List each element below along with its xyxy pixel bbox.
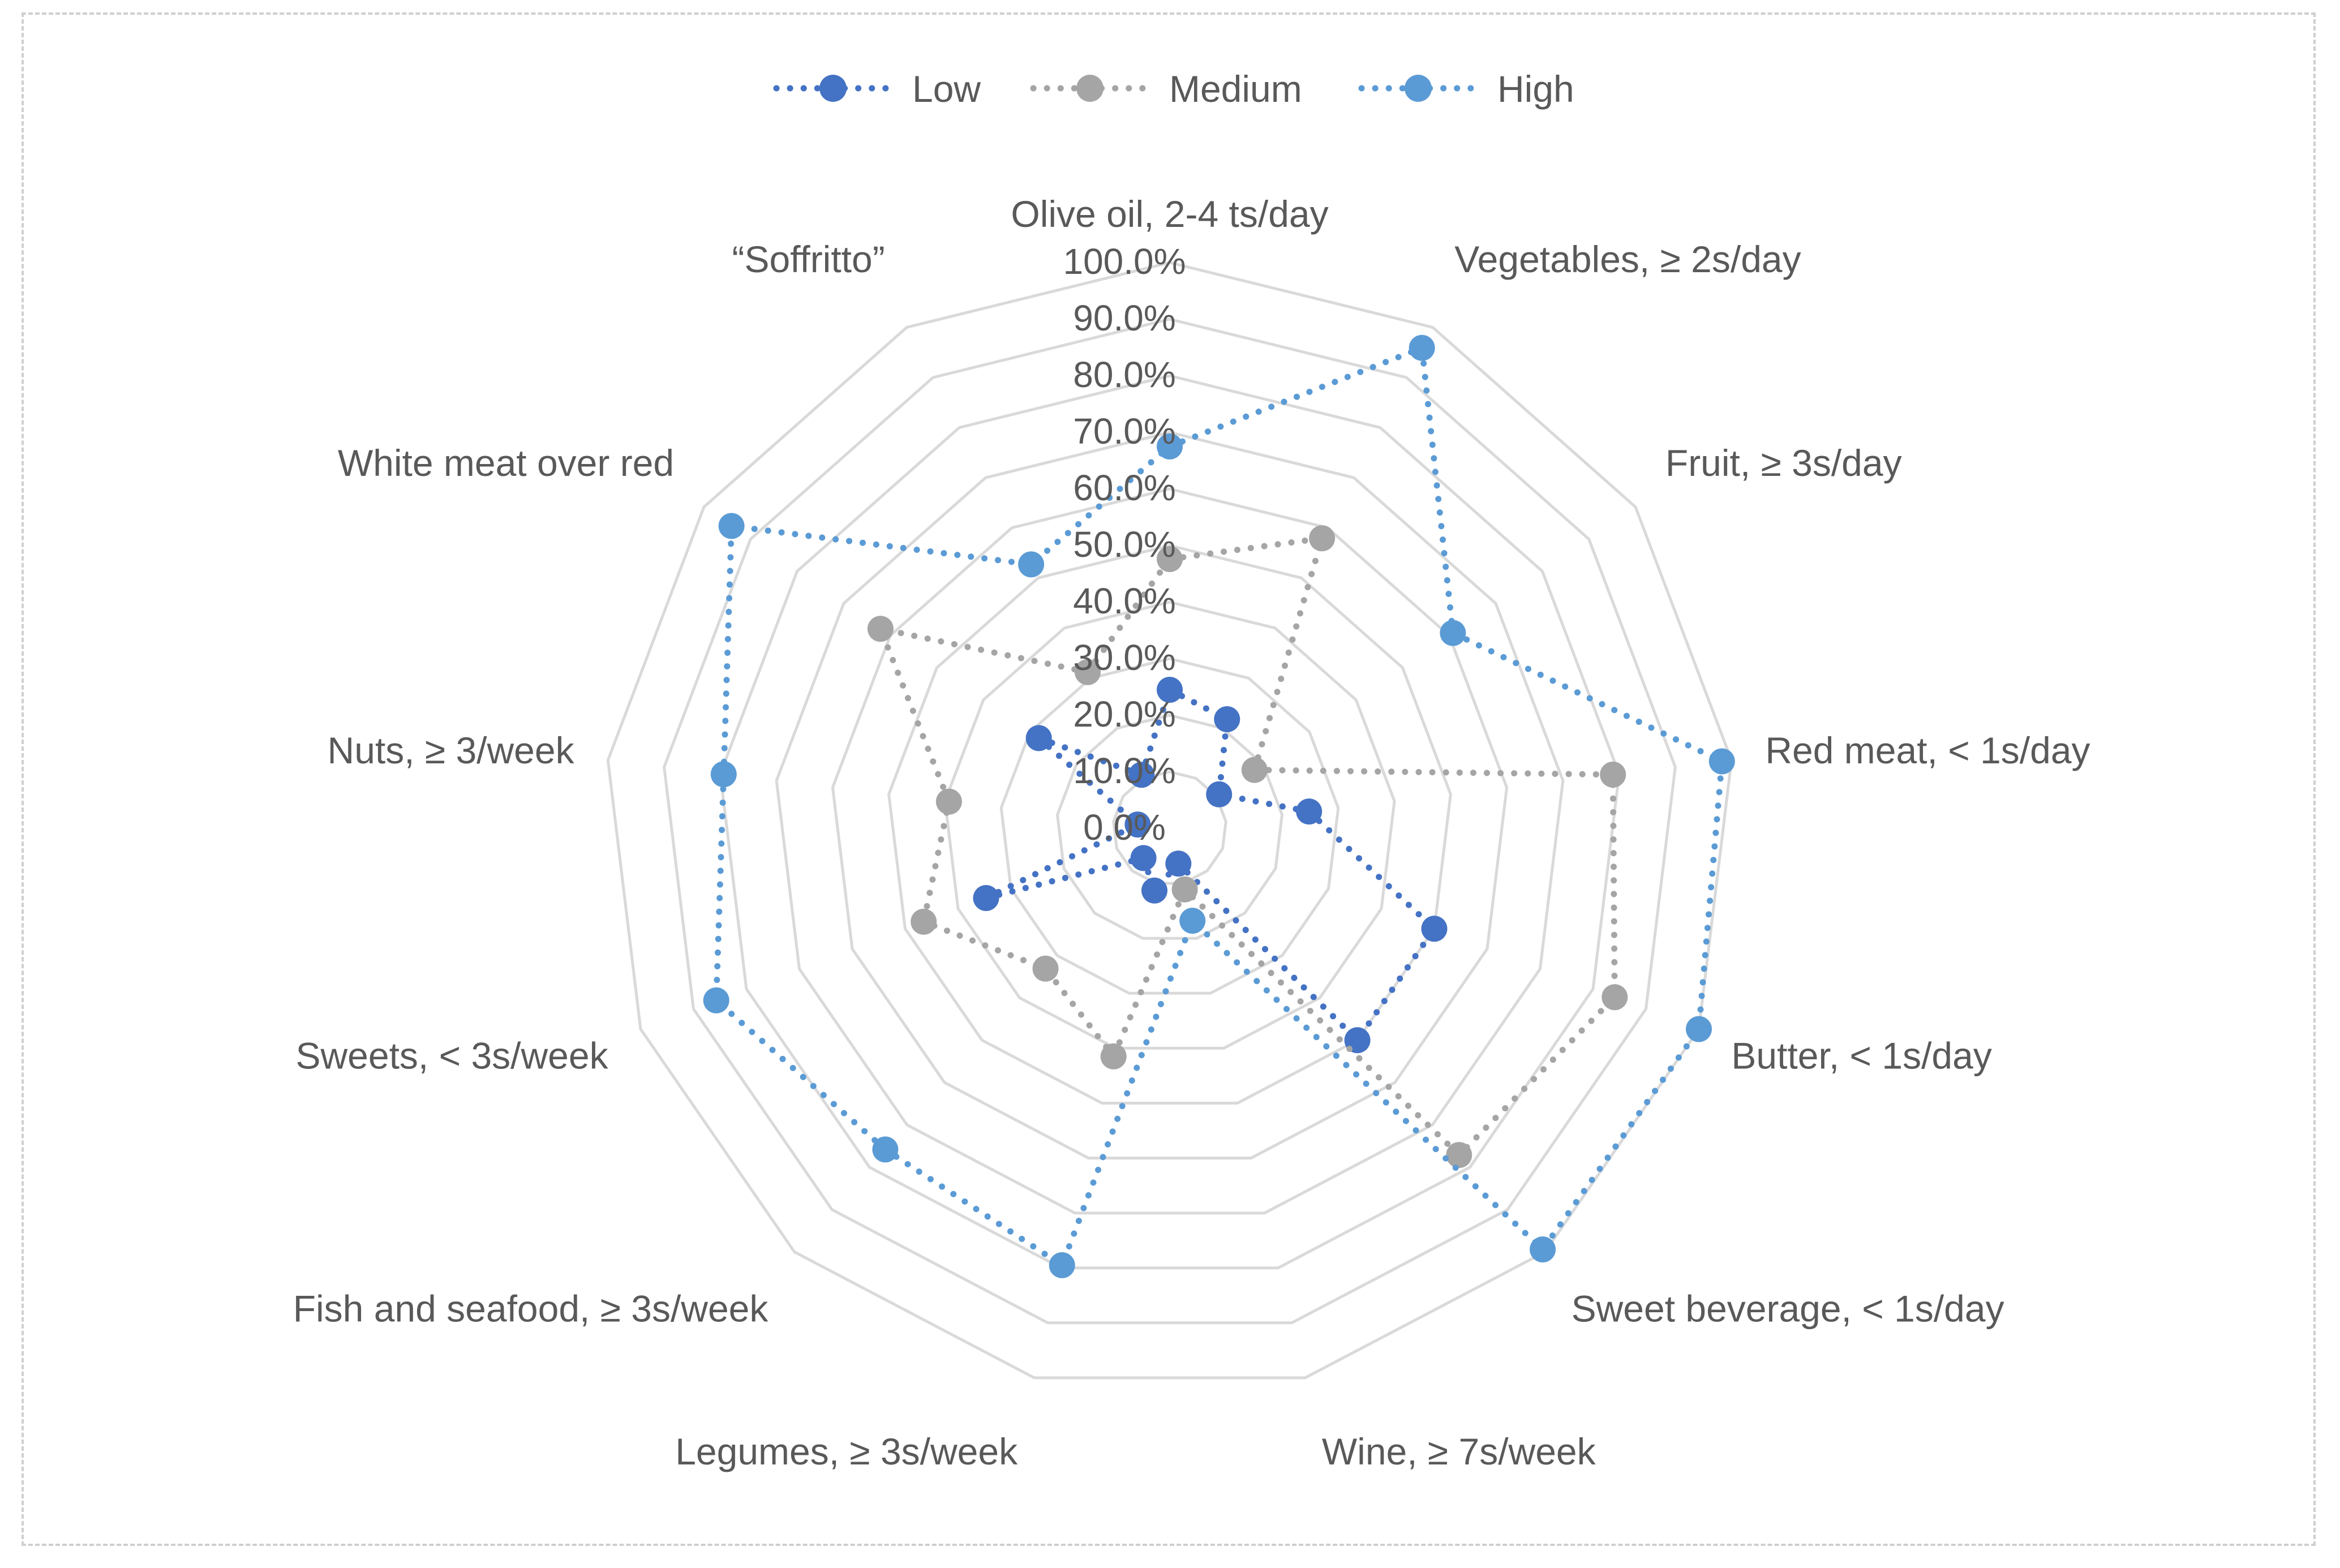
tick-label: 90.0% — [1073, 298, 1175, 338]
data-point-high-0[interactable] — [1157, 433, 1183, 459]
data-point-medium-5[interactable] — [1446, 1142, 1472, 1169]
series-line-medium — [875, 534, 1618, 1159]
axis-label-2: Fruit, ≥ 3s/day — [1665, 442, 1902, 484]
data-point-high-10[interactable] — [710, 761, 737, 788]
data-point-medium-3[interactable] — [1600, 761, 1626, 788]
axis-label-7: Legumes, ≥ 3s/week — [675, 1430, 1018, 1472]
data-point-low-9[interactable] — [973, 885, 999, 911]
axis-label-8: Fish and seafood, ≥ 3s/week — [293, 1288, 769, 1330]
data-point-low-4[interactable] — [1421, 916, 1448, 942]
axis-label-0: Olive oil, 2-4 ts/day — [1011, 193, 1328, 235]
grid-ring-3 — [999, 657, 1340, 995]
tick-label: 30.0% — [1073, 637, 1175, 678]
data-point-medium-4[interactable] — [1601, 984, 1628, 1011]
grid-ring-8 — [719, 374, 1621, 1270]
legend-item-low[interactable]: Low — [773, 68, 981, 110]
data-point-medium-0[interactable] — [1157, 546, 1183, 572]
radar-grid — [606, 261, 1733, 1380]
legend-item-high[interactable]: High — [1358, 68, 1574, 110]
series-line-high — [713, 343, 1725, 1270]
radial-tick-labels: 0.0% 10.0% 20.0% 30.0% 40.0% 50.0% 60.0% 70.0% 8… — [1063, 241, 1186, 848]
data-point-medium-11[interactable] — [867, 616, 894, 642]
series-high — [703, 334, 1735, 1278]
grid-ring-6 — [831, 487, 1509, 1160]
axis-label-1: Vegetables, ≥ 2s/day — [1454, 238, 1801, 280]
data-point-medium-10[interactable] — [935, 788, 962, 815]
axis-label-6: Wine, ≥ 7s/week — [1322, 1430, 1596, 1472]
legend-item-medium[interactable]: Medium — [1030, 68, 1302, 110]
grid-ring-10 — [606, 261, 1733, 1380]
data-point-medium-12[interactable] — [1075, 659, 1101, 685]
data-point-low-6[interactable] — [1165, 850, 1192, 877]
axis-label-3: Red meat, < 1s/day — [1765, 729, 2090, 771]
chart-frame — [22, 12, 2316, 1546]
axis-label-5: Sweet beverage, < 1s/day — [1572, 1288, 2004, 1330]
data-point-medium-7[interactable] — [1100, 1043, 1127, 1069]
data-point-low-2[interactable] — [1206, 781, 1233, 807]
grid-ring-4 — [943, 600, 1396, 1050]
axis-label-12: “Soffritto” — [732, 238, 885, 280]
data-point-high-6[interactable] — [1179, 908, 1206, 934]
tick-label: 40.0% — [1073, 581, 1175, 621]
legend-label-medium: Medium — [1169, 68, 1302, 110]
legend-label-high: High — [1497, 68, 1574, 110]
data-point-high-9[interactable] — [703, 987, 729, 1013]
data-point-high-8[interactable] — [872, 1136, 899, 1163]
data-point-high-5[interactable] — [1530, 1236, 1556, 1262]
data-point-high-12[interactable] — [1018, 551, 1045, 578]
tick-label: 60.0% — [1073, 467, 1175, 508]
legend: Low Medium High — [773, 68, 1574, 110]
data-point-medium-1[interactable] — [1309, 525, 1336, 552]
grid-ring-5 — [887, 544, 1452, 1105]
axis-label-9: Sweets, < 3s/week — [295, 1035, 608, 1077]
data-point-medium-9[interactable] — [911, 908, 937, 935]
tick-label: 0.0% — [1083, 807, 1166, 848]
tick-label: 80.0% — [1073, 354, 1175, 395]
data-point-low-0[interactable] — [1157, 677, 1183, 703]
series-medium — [867, 525, 1628, 1169]
data-point-low-11[interactable] — [1025, 725, 1052, 751]
grid-ring-7 — [775, 431, 1565, 1215]
axis-label-11: White meat over red — [338, 442, 674, 484]
legend-marker-high — [1405, 75, 1432, 102]
axis-label-10: Nuts, ≥ 3/week — [328, 729, 575, 771]
tick-label: 50.0% — [1073, 524, 1175, 565]
data-point-high-11[interactable] — [718, 513, 745, 539]
tick-label: 70.0% — [1073, 411, 1175, 452]
tick-label: 10.0% — [1073, 750, 1175, 791]
data-point-low-8[interactable] — [1130, 845, 1157, 871]
data-point-high-4[interactable] — [1686, 1016, 1712, 1042]
data-point-low-12[interactable] — [1128, 762, 1155, 788]
data-point-medium-6[interactable] — [1171, 876, 1198, 903]
data-point-high-2[interactable] — [1440, 620, 1466, 646]
axis-category-labels: Olive oil, 2-4 ts/day Vegetables, ≥ 2s/da… — [293, 193, 2090, 1472]
legend-marker-medium — [1076, 75, 1104, 102]
data-point-low-1[interactable] — [1214, 706, 1240, 732]
data-point-high-7[interactable] — [1049, 1252, 1075, 1278]
data-point-high-3[interactable] — [1708, 748, 1735, 775]
data-point-low-3[interactable] — [1296, 798, 1323, 825]
data-point-low-7[interactable] — [1141, 877, 1167, 904]
series-layer — [703, 334, 1735, 1278]
data-point-low-10[interactable] — [1124, 811, 1151, 838]
data-point-high-1[interactable] — [1409, 334, 1435, 361]
series-low — [973, 677, 1448, 1054]
legend-marker-low — [819, 75, 847, 102]
tick-label: 100.0% — [1063, 241, 1186, 282]
data-point-medium-2[interactable] — [1241, 757, 1268, 783]
grid-ring-9 — [663, 317, 1677, 1325]
tick-label: 20.0% — [1073, 694, 1175, 734]
axis-label-4: Butter, < 1s/day — [1731, 1035, 1991, 1077]
legend-label-low: Low — [912, 68, 981, 110]
data-point-medium-8[interactable] — [1032, 955, 1059, 982]
